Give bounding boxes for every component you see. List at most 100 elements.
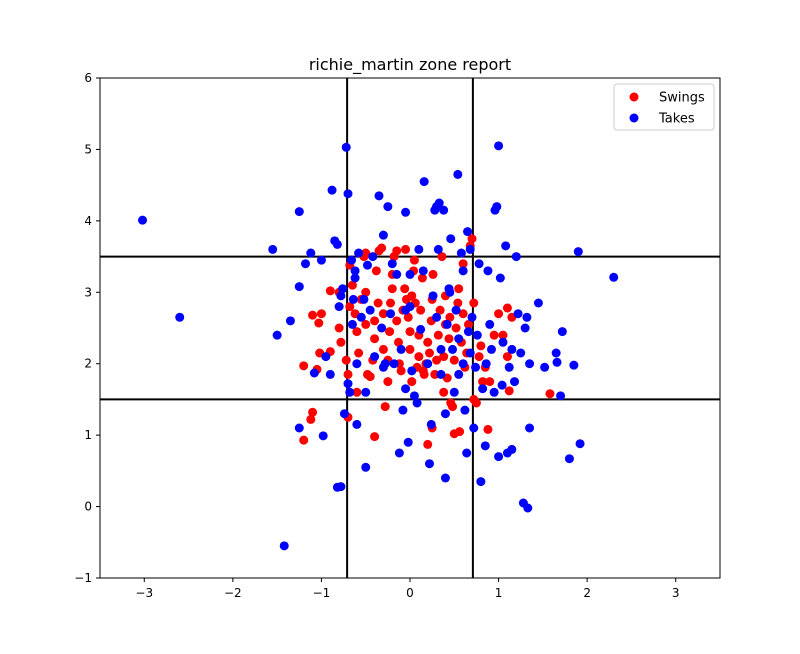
takes-point — [359, 294, 369, 304]
swings-point — [299, 435, 309, 445]
swings-point — [430, 369, 440, 379]
swings-point — [354, 348, 364, 358]
takes-point — [316, 255, 326, 265]
takes-point — [348, 294, 358, 304]
takes-point — [424, 459, 434, 469]
takes-point — [432, 312, 442, 322]
takes-point — [481, 359, 491, 369]
takes-point — [483, 266, 493, 276]
takes-point — [476, 477, 486, 487]
takes-point — [352, 359, 362, 369]
takes-point — [557, 327, 567, 337]
x-tick-label: 3 — [672, 586, 680, 600]
takes-point — [510, 377, 520, 387]
takes-point — [489, 387, 499, 397]
takes-point — [175, 312, 185, 322]
takes-point — [352, 419, 362, 429]
swings-point — [314, 318, 324, 328]
takes-point — [325, 369, 335, 379]
takes-point — [573, 247, 583, 257]
takes-point — [398, 405, 408, 415]
strike-zone-lines — [100, 78, 720, 578]
takes-point — [465, 348, 475, 358]
swings-point — [417, 273, 427, 283]
legend-label-takes: Takes — [658, 112, 695, 127]
takes-point — [285, 316, 295, 326]
takes-point — [472, 330, 482, 340]
takes-point — [279, 541, 289, 551]
swings-point — [308, 407, 318, 417]
takes-point — [389, 359, 399, 369]
takes-point — [336, 291, 346, 301]
takes-point — [485, 319, 495, 329]
takes-point — [445, 287, 455, 297]
takes-point — [394, 448, 404, 458]
takes-point — [501, 241, 511, 251]
swings-point — [336, 337, 346, 347]
swings-point — [386, 298, 396, 308]
swings-point — [453, 298, 463, 308]
takes-point — [386, 309, 396, 319]
swings-point — [373, 298, 383, 308]
takes-point — [362, 260, 372, 270]
swings-point — [471, 398, 481, 408]
legend-marker-swings — [629, 92, 639, 102]
swings-point — [416, 305, 426, 315]
takes-point — [436, 369, 446, 379]
takes-point — [440, 473, 450, 483]
y-tick-label: 6 — [84, 71, 92, 85]
swings-point — [455, 427, 465, 437]
swings-point — [385, 327, 395, 337]
takes-point — [272, 330, 282, 340]
takes-point — [467, 312, 477, 322]
takes-point — [356, 312, 366, 322]
takes-point — [463, 327, 473, 337]
swings-point — [498, 330, 508, 340]
takes-point — [407, 366, 417, 376]
swings-point — [428, 269, 438, 279]
x-tick-label: −2 — [224, 586, 242, 600]
swings-point — [308, 310, 318, 320]
swings-point — [467, 234, 477, 244]
takes-point — [403, 437, 413, 447]
takes-point — [294, 423, 304, 433]
axes: −3 −2 −1 0 1 2 3 −1 0 1 2 3 4 5 6 — [74, 71, 721, 600]
swings-point — [365, 372, 375, 382]
swings-point — [352, 387, 362, 397]
swings-point — [458, 309, 468, 319]
takes-point — [294, 207, 304, 217]
takes-point — [365, 305, 375, 315]
swings-point — [396, 366, 406, 376]
takes-point — [446, 234, 456, 244]
swings-point — [393, 337, 403, 347]
takes-point — [354, 248, 364, 258]
y-tick-label: 2 — [84, 357, 92, 371]
swings-point — [414, 352, 424, 362]
swings-point — [502, 303, 512, 313]
takes-point — [462, 448, 472, 458]
swings-point — [400, 284, 410, 294]
swings-point — [377, 243, 387, 253]
takes-point — [368, 252, 378, 262]
takes-point — [318, 431, 328, 441]
takes-point — [378, 230, 388, 240]
takes-point — [525, 423, 535, 433]
swings-point — [370, 316, 380, 326]
swings-point — [378, 344, 388, 354]
swings-point — [432, 355, 442, 365]
takes-point — [463, 227, 473, 237]
takes-point — [336, 482, 346, 492]
legend: Swings Takes — [613, 83, 715, 131]
takes-point — [321, 352, 331, 362]
swings-point — [371, 266, 381, 276]
takes-point — [268, 244, 278, 254]
swings-point — [299, 361, 309, 371]
takes-point — [523, 503, 533, 513]
takes-point — [449, 387, 459, 397]
swings-point — [352, 327, 362, 337]
takes-point — [370, 352, 380, 362]
swings-point — [370, 432, 380, 442]
swings-point — [458, 259, 468, 269]
